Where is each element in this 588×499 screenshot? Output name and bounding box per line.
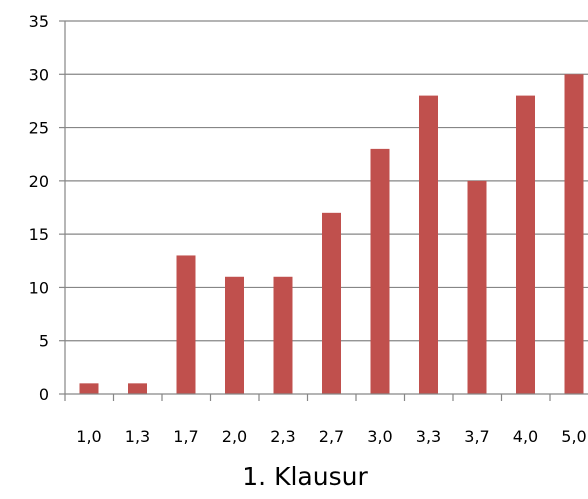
y-tick-label: 25 [29, 119, 49, 138]
x-tick-label: 5,0 [561, 427, 586, 446]
x-tick-label: 3,7 [464, 427, 489, 446]
y-tick-label: 20 [29, 172, 49, 191]
bar-3-3 [419, 95, 438, 394]
bar-1-3 [128, 383, 147, 394]
y-tick-labels: 0 5 10 15 20 25 30 35 [29, 12, 49, 404]
x-tick-label: 1,0 [76, 427, 101, 446]
y-tick-label: 5 [39, 332, 49, 351]
x-tick-label: 1,7 [173, 427, 198, 446]
bar-3-0 [370, 148, 390, 394]
bar-3-7 [467, 180, 487, 394]
y-tick-label: 35 [29, 12, 49, 31]
axes [59, 20, 588, 401]
y-tick-label: 0 [39, 385, 49, 404]
x-tick-label: 3,3 [416, 427, 441, 446]
bar-4-0 [516, 95, 535, 394]
x-tick-label: 3,0 [367, 427, 392, 446]
chart-title: 1. Klausur [242, 462, 368, 491]
x-tick-label: 4,0 [513, 427, 538, 446]
y-tick-label: 15 [29, 225, 49, 244]
bar-5-0 [564, 74, 584, 395]
x-tick-label: 1,3 [125, 427, 150, 446]
bar-2-0 [225, 276, 244, 394]
bar-1-0 [79, 383, 99, 394]
x-tick-label: 2,3 [270, 427, 295, 446]
bar-2-7 [322, 212, 341, 394]
bars [79, 74, 584, 395]
y-tick-label: 10 [29, 278, 49, 297]
x-tick-label: 2,7 [319, 427, 344, 446]
bar-2-3 [273, 276, 293, 394]
y-tick-label: 30 [29, 65, 49, 84]
bar-1-7 [176, 255, 196, 394]
x-tick-label: 2,0 [222, 427, 247, 446]
x-tick-labels: 1,0 1,3 1,7 2,0 2,3 2,7 3,0 3,3 3,7 4,0 5,0 [76, 427, 586, 446]
